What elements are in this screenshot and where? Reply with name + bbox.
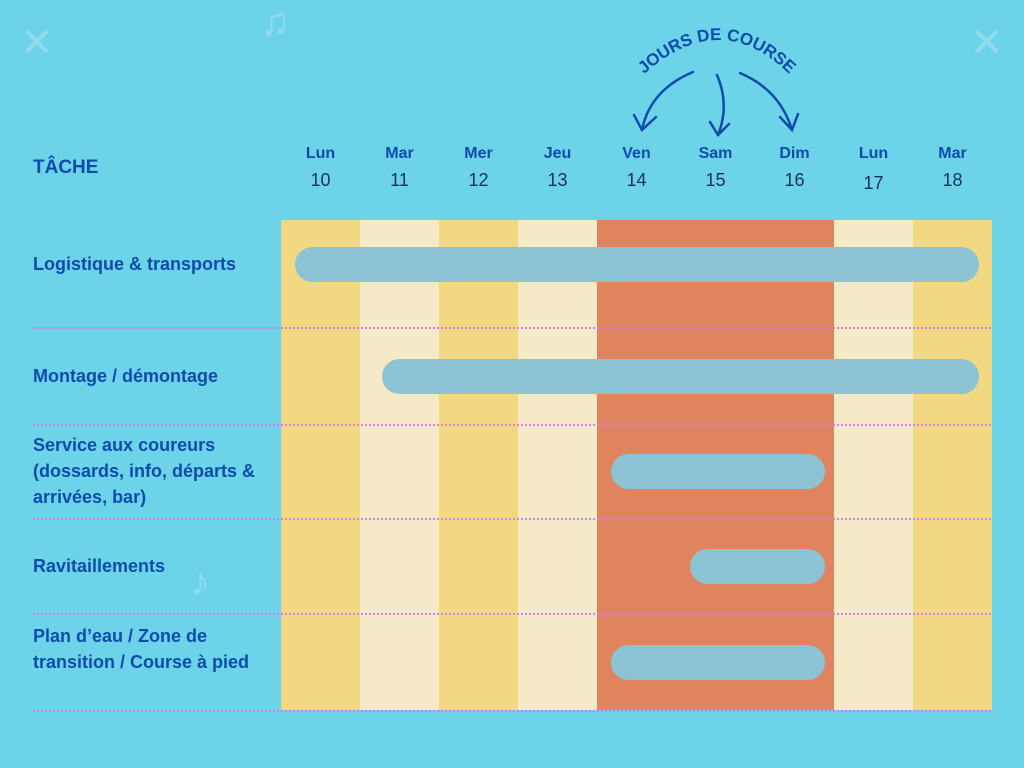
day-column-10 bbox=[281, 220, 360, 710]
day-column-11 bbox=[360, 220, 439, 710]
row-separator bbox=[33, 518, 991, 520]
day-name: Mar bbox=[385, 145, 414, 162]
day-number: 11 bbox=[390, 170, 409, 190]
task-bar bbox=[611, 454, 825, 489]
task-bar bbox=[295, 246, 979, 282]
task-label: Logistique & transports bbox=[33, 253, 237, 274]
arrow-ven bbox=[640, 70, 695, 132]
day-name: Jeu bbox=[543, 145, 572, 162]
day-column-17 bbox=[834, 220, 913, 710]
day-name: Sam bbox=[698, 145, 733, 162]
day-column-13 bbox=[518, 220, 597, 710]
day-name: Dim bbox=[779, 145, 810, 162]
day-number: 17 bbox=[863, 173, 884, 193]
day-name: Mer bbox=[464, 145, 493, 162]
arrow-sam bbox=[715, 73, 725, 137]
music-note-icon: ♫ bbox=[260, 0, 290, 44]
day-number: 10 bbox=[310, 170, 331, 190]
arrow-dim bbox=[738, 71, 794, 132]
day-column-18 bbox=[913, 220, 992, 710]
day-name: Ven bbox=[622, 145, 651, 162]
row-separator bbox=[33, 424, 991, 426]
music-note-icon: ♪ bbox=[190, 560, 210, 604]
race-days-annotation: JOURS DE COURSE bbox=[632, 25, 799, 138]
day-name: Lun bbox=[858, 145, 889, 162]
task-column-header: TÂCHE bbox=[33, 157, 99, 178]
day-number: 15 bbox=[705, 170, 726, 190]
day-number: 14 bbox=[626, 170, 647, 190]
task-label: Service aux coureurs (dossards, info, dé… bbox=[33, 435, 256, 507]
day-name: Mar bbox=[938, 145, 967, 162]
day-name: Lun bbox=[305, 145, 336, 162]
day-number: 16 bbox=[784, 170, 805, 190]
task-bar bbox=[611, 644, 825, 680]
task-label: Ravitaillements bbox=[33, 555, 166, 576]
day-number: 18 bbox=[942, 170, 963, 190]
task-bar bbox=[382, 358, 979, 394]
day-number: 12 bbox=[468, 170, 489, 190]
row-separator bbox=[33, 327, 991, 329]
task-bar bbox=[690, 548, 825, 584]
paddle-icon: ✕ bbox=[970, 21, 1004, 65]
task-label: Plan d’eau / Zone de transition / Course… bbox=[33, 625, 250, 672]
day-column-12 bbox=[439, 220, 518, 710]
task-label: Montage / démontage bbox=[33, 365, 219, 386]
row-separator bbox=[33, 710, 991, 712]
day-number: 13 bbox=[547, 170, 568, 190]
paddle-icon: ✕ bbox=[20, 21, 54, 65]
row-separator bbox=[33, 613, 991, 615]
race-days-label: JOURS DE COURSE bbox=[634, 25, 799, 77]
